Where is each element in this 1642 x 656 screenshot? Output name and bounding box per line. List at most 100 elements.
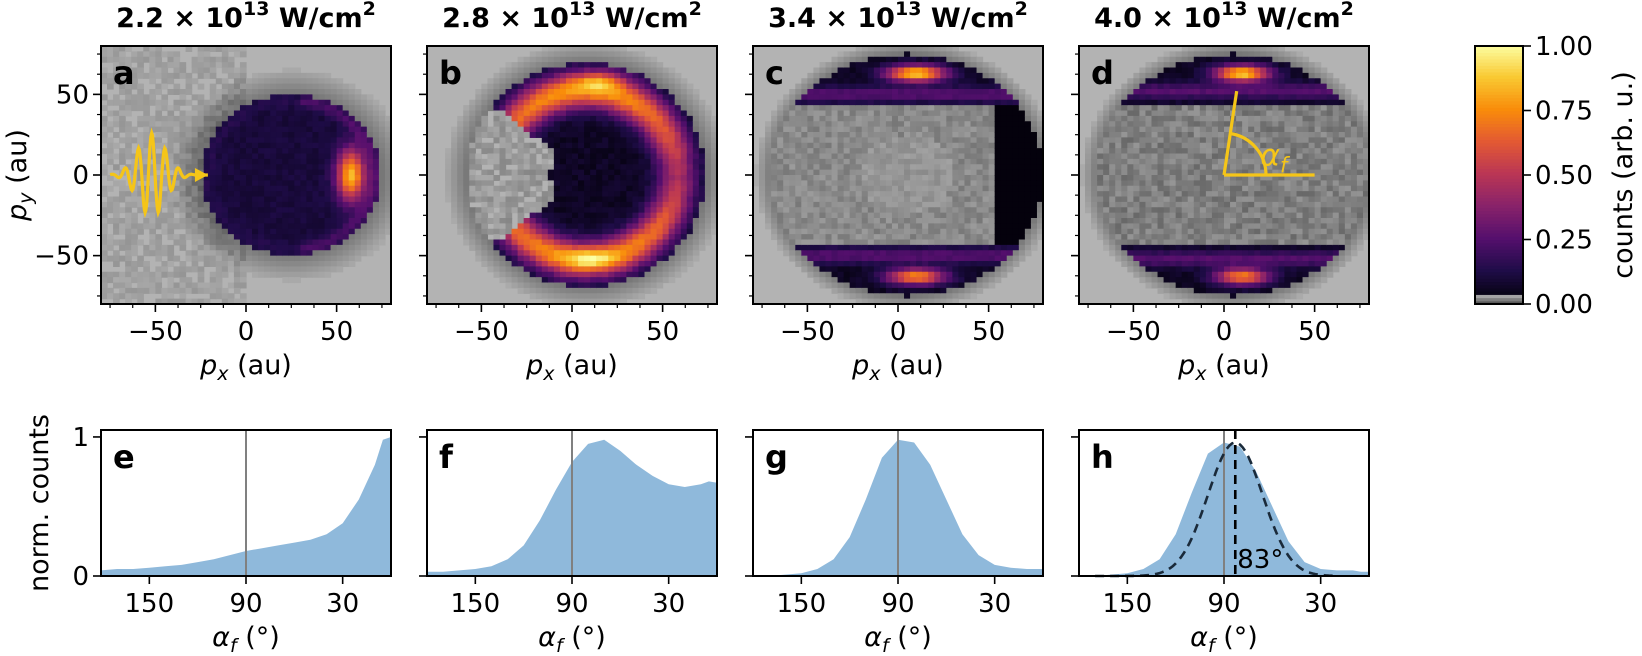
heatmap-cell [777, 207, 784, 214]
heatmap-cell [632, 277, 640, 284]
heatmap-cell [481, 244, 489, 251]
heatmap-cell [336, 158, 344, 165]
heatmap-cell [294, 191, 301, 198]
heatmap-cell [584, 277, 591, 284]
heatmap-cell [119, 180, 126, 187]
heatmap-cells [753, 46, 1044, 305]
heatmap-cell [650, 185, 658, 192]
heatmap-cell [143, 277, 150, 284]
heatmap-cell [626, 180, 634, 187]
heatmap-cell [149, 218, 156, 224]
heatmap-cell [227, 218, 235, 224]
heatmap-cell [771, 110, 778, 117]
heatmap-cell [879, 142, 887, 149]
heatmap-cell [928, 99, 935, 106]
heatmap-cell [958, 94, 966, 101]
heatmap-cell [203, 72, 211, 79]
heatmap-cell [940, 298, 947, 305]
heatmap-cell [227, 180, 235, 187]
heatmap-cell [614, 271, 621, 278]
heatmap-cell [191, 212, 199, 219]
heatmap-cell [867, 56, 875, 63]
heatmap-cell [891, 78, 899, 85]
heatmap-cell [529, 132, 537, 138]
heatmap-cell [481, 191, 489, 198]
heatmap-cell [113, 180, 120, 187]
heatmap-cell [831, 218, 839, 224]
heatmap-cell [831, 105, 839, 112]
heatmap-cell [891, 201, 899, 208]
heatmap-cell [572, 89, 579, 95]
heatmap-cell [258, 228, 265, 235]
heatmap-cell [934, 212, 941, 219]
heatmap-cell [662, 201, 670, 208]
heatmap-cell [233, 121, 241, 128]
heatmap-cell [221, 121, 229, 128]
heatmap-cell [270, 158, 277, 165]
heatmap-cell [898, 196, 905, 203]
heatmap-cell [113, 142, 120, 149]
heatmap-cell [626, 277, 634, 284]
heatmap-cell [161, 196, 169, 203]
heatmap-cell [614, 228, 621, 235]
heatmap-cell [535, 255, 543, 262]
heatmap-cell [366, 164, 374, 171]
heatmap-cell [523, 89, 531, 95]
heatmap-cell [668, 94, 676, 101]
heatmap-cell [324, 115, 332, 122]
heatmap-cell [885, 83, 893, 90]
heatmap-cell [879, 94, 887, 101]
heatmap-cell [155, 277, 163, 284]
heatmap-cell [916, 175, 923, 181]
heatmap-cell [547, 212, 555, 219]
heatmap-cell [143, 153, 150, 160]
heatmap-cell [910, 185, 917, 192]
heatmap-cell [632, 228, 640, 235]
heatmap-cell [837, 164, 845, 171]
heatmap-cell [173, 218, 181, 224]
heatmap-cell [553, 196, 561, 203]
heatmap-cell [584, 51, 591, 58]
heatmap-cell [668, 99, 676, 106]
heatmap-cell [807, 180, 815, 187]
heatmap-cell [620, 126, 627, 133]
heatmap-cell [553, 94, 561, 101]
heatmap-cell [233, 255, 241, 262]
heatmap-cell [825, 228, 833, 235]
heatmap-cell [565, 228, 573, 235]
heatmap-cell [324, 250, 332, 257]
heatmap-cell [197, 239, 205, 246]
heatmap-cell [246, 153, 253, 160]
heatmap-cell [843, 142, 851, 149]
heatmap-cell [342, 223, 350, 230]
heatmap-cell [258, 142, 265, 149]
heatmap-cell [590, 99, 597, 106]
heatmap-cell [644, 212, 652, 219]
heatmap-cell [203, 142, 211, 149]
heatmap-cell [306, 105, 314, 112]
heatmap-cell [499, 126, 507, 133]
heatmap-cell [572, 169, 579, 176]
heatmap-cell [113, 51, 120, 58]
heatmap-cell [481, 255, 489, 262]
heatmap-cell [632, 185, 640, 192]
heatmap-cell [704, 234, 712, 241]
heatmap-cell [620, 180, 627, 187]
heatmap-cell [565, 121, 573, 128]
heatmap-cell [197, 201, 205, 208]
heatmap-cell [221, 110, 229, 117]
heatmap-cell [288, 89, 295, 95]
heatmap-cell [668, 67, 676, 74]
heatmap-cell [873, 185, 881, 192]
heatmap-cell [336, 132, 344, 138]
heatmap-cell [553, 201, 561, 208]
heatmap-cell [324, 234, 332, 241]
heatmap-cell [553, 228, 561, 235]
heatmap-cell [481, 175, 489, 181]
heatmap-cell [632, 271, 640, 278]
heatmap-cell [638, 164, 646, 171]
heatmap-cell [203, 223, 211, 230]
heatmap-cell [167, 148, 175, 155]
heatmap-cell [258, 201, 265, 208]
heatmap-cell [946, 282, 953, 289]
